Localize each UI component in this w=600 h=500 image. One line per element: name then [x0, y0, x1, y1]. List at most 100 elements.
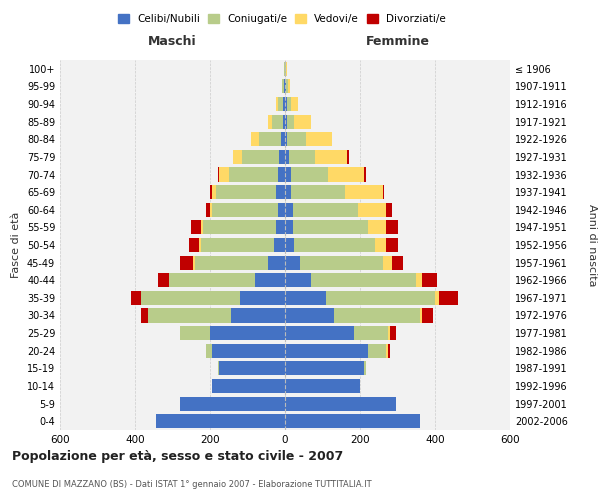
Bar — [272, 114, 283, 128]
Bar — [285, 114, 287, 128]
Bar — [284, 80, 285, 94]
Bar — [233, 150, 242, 164]
Bar — [255, 273, 285, 287]
Bar — [280, 150, 285, 164]
Bar — [281, 132, 285, 146]
Bar — [285, 308, 334, 322]
Bar — [290, 185, 345, 199]
Bar — [242, 150, 280, 164]
Bar — [290, 168, 328, 181]
Bar — [277, 168, 285, 181]
Bar — [206, 344, 212, 358]
Bar — [275, 220, 285, 234]
Bar — [268, 256, 285, 270]
Bar — [212, 185, 215, 199]
Bar — [190, 238, 199, 252]
Bar — [364, 168, 365, 181]
Bar — [220, 168, 229, 181]
Bar — [328, 168, 364, 181]
Bar — [347, 150, 349, 164]
Bar — [293, 202, 358, 217]
Bar — [277, 202, 285, 217]
Bar — [206, 202, 210, 217]
Bar — [215, 185, 275, 199]
Bar — [420, 308, 422, 322]
Bar — [386, 238, 398, 252]
Bar — [367, 344, 386, 358]
Bar — [230, 308, 285, 322]
Bar — [193, 256, 195, 270]
Bar — [300, 256, 383, 270]
Bar — [386, 220, 398, 234]
Bar — [383, 185, 385, 199]
Bar — [287, 97, 290, 111]
Bar — [212, 344, 285, 358]
Bar — [195, 256, 268, 270]
Bar — [386, 202, 392, 217]
Bar — [285, 150, 289, 164]
Bar — [218, 362, 220, 376]
Bar — [383, 256, 392, 270]
Bar — [386, 344, 388, 358]
Bar — [367, 220, 386, 234]
Bar — [358, 202, 386, 217]
Bar — [285, 97, 287, 111]
Text: Maschi: Maschi — [148, 34, 197, 48]
Bar — [390, 326, 395, 340]
Bar — [285, 168, 290, 181]
Bar — [268, 114, 272, 128]
Text: Popolazione per età, sesso e stato civile - 2007: Popolazione per età, sesso e stato civil… — [12, 450, 343, 463]
Bar — [305, 132, 332, 146]
Bar — [295, 114, 311, 128]
Bar — [287, 114, 295, 128]
Bar — [286, 80, 287, 94]
Bar — [285, 202, 293, 217]
Bar — [283, 114, 285, 128]
Bar — [375, 238, 386, 252]
Bar — [140, 291, 240, 305]
Bar — [229, 168, 277, 181]
Bar — [218, 168, 220, 181]
Bar — [191, 220, 200, 234]
Bar — [422, 273, 437, 287]
Bar — [240, 291, 285, 305]
Y-axis label: Fasce di età: Fasce di età — [11, 212, 21, 278]
Bar — [131, 291, 140, 305]
Bar — [285, 379, 360, 393]
Bar — [326, 291, 435, 305]
Bar — [285, 344, 367, 358]
Bar — [283, 80, 284, 94]
Bar — [285, 132, 287, 146]
Bar — [283, 97, 285, 111]
Bar — [200, 238, 274, 252]
Bar — [435, 291, 439, 305]
Bar — [169, 273, 255, 287]
Bar — [295, 238, 375, 252]
Bar — [285, 256, 300, 270]
Bar — [287, 132, 305, 146]
Bar — [199, 238, 200, 252]
Bar — [285, 185, 290, 199]
Bar — [140, 308, 148, 322]
Bar — [210, 326, 285, 340]
Bar — [200, 220, 203, 234]
Text: COMUNE DI MAZZANO (BS) - Dati ISTAT 1° gennaio 2007 - Elaborazione TUTTITALIA.IT: COMUNE DI MAZZANO (BS) - Dati ISTAT 1° g… — [12, 480, 371, 489]
Y-axis label: Anni di nascita: Anni di nascita — [587, 204, 597, 286]
Bar — [315, 150, 347, 164]
Bar — [148, 308, 230, 322]
Bar — [212, 202, 277, 217]
Bar — [275, 97, 277, 111]
Bar — [345, 185, 383, 199]
Bar — [388, 344, 390, 358]
Text: Femmine: Femmine — [365, 34, 430, 48]
Bar — [203, 220, 275, 234]
Bar — [277, 97, 283, 111]
Bar — [285, 291, 326, 305]
Bar — [285, 238, 295, 252]
Bar — [286, 62, 287, 76]
Bar — [285, 273, 311, 287]
Bar — [180, 256, 193, 270]
Bar — [285, 414, 420, 428]
Bar — [311, 273, 416, 287]
Bar — [212, 379, 285, 393]
